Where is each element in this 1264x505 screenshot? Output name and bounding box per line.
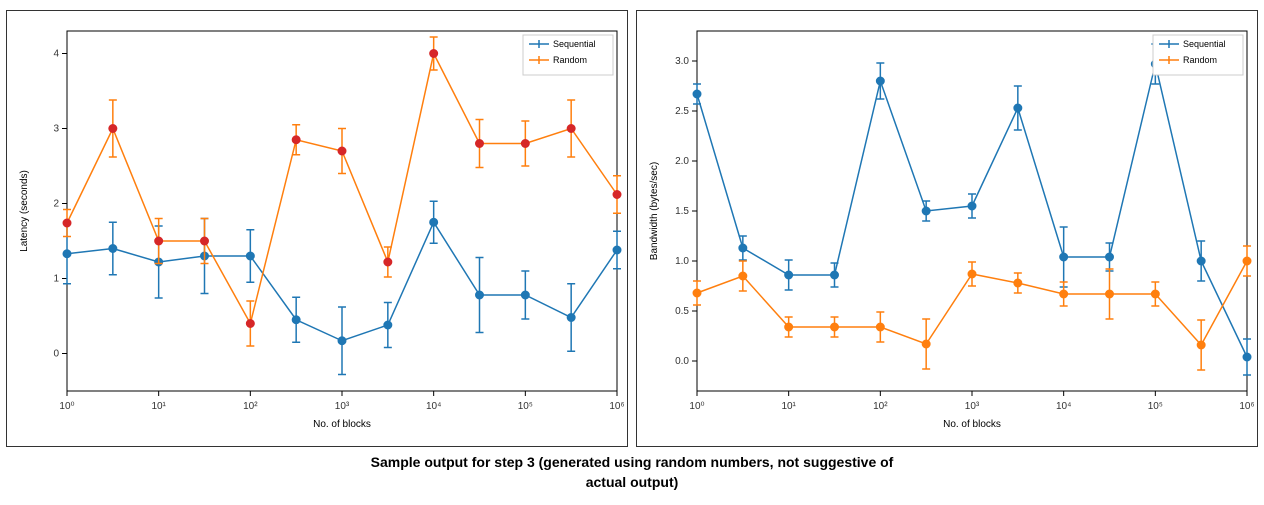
svg-text:2.0: 2.0: [675, 156, 689, 167]
svg-text:10⁴: 10⁴: [1056, 401, 1071, 412]
svg-text:10²: 10²: [243, 401, 258, 412]
svg-text:No. of blocks: No. of blocks: [943, 419, 1001, 430]
svg-text:Sequential: Sequential: [553, 39, 596, 49]
svg-text:4: 4: [53, 49, 59, 60]
svg-text:0: 0: [53, 349, 59, 360]
svg-text:10⁰: 10⁰: [689, 401, 704, 412]
chart-svg: 0 1 2 3 4 10⁰ 10¹ 10² 10³ 10⁴ 10⁵ 10⁶ No. of blocks L…: [7, 11, 627, 441]
svg-text:1.5: 1.5: [675, 206, 689, 217]
caption-line2: actual output): [586, 474, 679, 490]
svg-text:3.0: 3.0: [675, 56, 689, 67]
svg-text:2: 2: [53, 199, 59, 210]
svg-text:10⁵: 10⁵: [1148, 401, 1163, 412]
svg-text:Random: Random: [1183, 55, 1217, 65]
svg-text:10⁵: 10⁵: [518, 401, 533, 412]
svg-text:1: 1: [53, 274, 59, 285]
svg-text:Latency (seconds): Latency (seconds): [19, 170, 30, 252]
svg-text:Sequential: Sequential: [1183, 39, 1226, 49]
svg-text:10²: 10²: [873, 401, 888, 412]
svg-text:10¹: 10¹: [151, 401, 166, 412]
svg-text:3: 3: [53, 124, 59, 135]
figure-caption: Sample output for step 3 (generated usin…: [10, 453, 1254, 492]
svg-text:1.0: 1.0: [675, 256, 689, 267]
latency-chart: 0 1 2 3 4 10⁰ 10¹ 10² 10³ 10⁴ 10⁵ 10⁶ No. of blocks L…: [6, 10, 628, 447]
svg-text:10⁰: 10⁰: [59, 401, 74, 412]
chart-svg: 0.0 0.5 1.0 1.5 2.0 2.5 3.0 10⁰ 10¹ 10² 10³ 10⁴ 10⁵ 1…: [637, 11, 1257, 441]
svg-text:0.5: 0.5: [675, 306, 689, 317]
svg-text:Random: Random: [553, 55, 587, 65]
svg-text:No. of blocks: No. of blocks: [313, 419, 371, 430]
svg-text:10¹: 10¹: [781, 401, 796, 412]
svg-text:2.5: 2.5: [675, 106, 689, 117]
svg-text:10³: 10³: [965, 401, 980, 412]
svg-text:10⁶: 10⁶: [1239, 401, 1254, 412]
svg-text:10⁶: 10⁶: [609, 401, 624, 412]
figure-row: 0 1 2 3 4 10⁰ 10¹ 10² 10³ 10⁴ 10⁵ 10⁶ No. of blocks L…: [10, 10, 1254, 447]
svg-text:0.0: 0.0: [675, 356, 689, 367]
caption-line1: Sample output for step 3 (generated usin…: [371, 454, 894, 470]
svg-text:10³: 10³: [335, 401, 350, 412]
svg-text:Bandwidth (bytes/sec): Bandwidth (bytes/sec): [649, 162, 660, 260]
bandwidth-chart: 0.0 0.5 1.0 1.5 2.0 2.5 3.0 10⁰ 10¹ 10² 10³ 10⁴ 10⁵ 1…: [636, 10, 1258, 447]
svg-text:10⁴: 10⁴: [426, 401, 441, 412]
